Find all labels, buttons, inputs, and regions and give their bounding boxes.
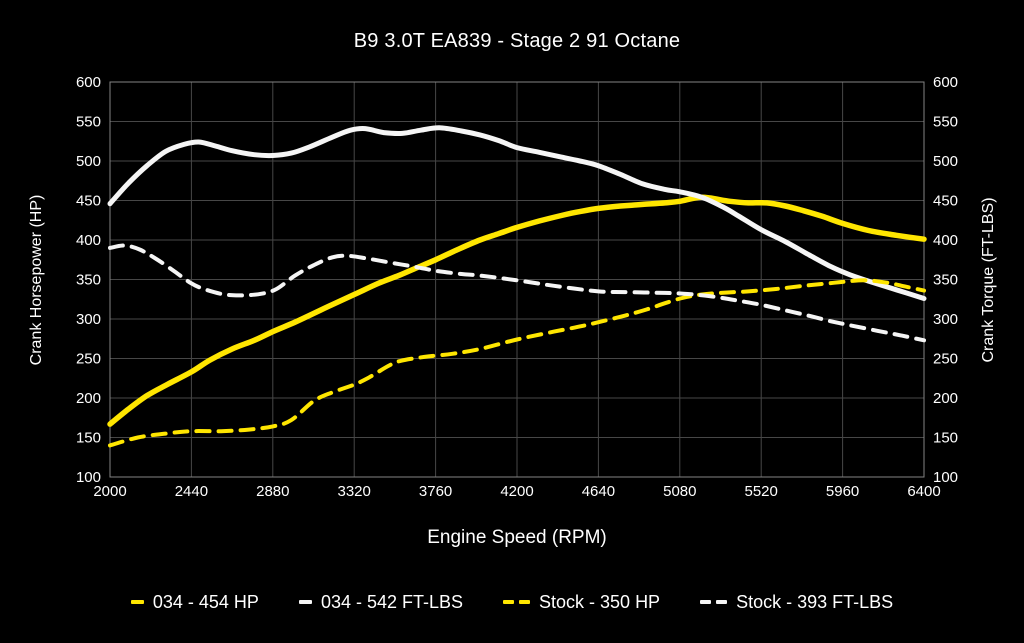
legend-item: Stock - 393 FT-LBS <box>700 592 893 613</box>
legend-item: 034 - 454 HP <box>130 591 259 613</box>
right-tick-label: 500 <box>933 153 958 170</box>
left-tick-label: 300 <box>76 311 101 328</box>
left-axis-title: Crank Horsepower (HP) <box>28 194 45 366</box>
plot-border <box>109 81 925 478</box>
left-tick-label: 150 <box>76 430 101 447</box>
left-tick-label: 550 <box>76 114 101 131</box>
right-tick-label: 300 <box>933 311 958 328</box>
left-tick-label: 600 <box>76 74 101 91</box>
right-axis-title: Crank Torque (FT-LBS) <box>980 197 997 363</box>
x-tick-label: 6400 <box>907 483 940 500</box>
curve-034-hp <box>107 194 927 427</box>
left-tick-label: 400 <box>76 232 101 249</box>
right-tick-label: 150 <box>933 430 958 447</box>
left-tick-label: 100 <box>76 469 101 486</box>
right-tick-label: 400 <box>933 232 958 249</box>
legend-label: Stock - 350 HP <box>539 591 661 612</box>
legend-item: Stock - 350 HP <box>503 592 660 613</box>
curve-034-torque <box>107 125 927 301</box>
x-tick-label: 2000 <box>93 483 126 500</box>
dashed-line-swatch <box>700 600 728 604</box>
right-tick-label: 550 <box>933 114 958 131</box>
x-tick-label: 5520 <box>745 483 778 500</box>
left-tick-label: 450 <box>76 193 101 210</box>
legend-item: 034 - 542 FT-LBS <box>298 591 464 613</box>
right-tick-label: 250 <box>933 351 958 368</box>
dashed-line-swatch <box>503 600 531 604</box>
curve-stock-hp <box>108 278 926 448</box>
x-axis-tick-labels: 2000 2440 2880 3320 3760 4200 4640 5080 5520 5960… <box>93 483 940 500</box>
legend-label: 034 - 454 HP <box>152 591 259 612</box>
x-tick-label: 5080 <box>663 483 696 500</box>
legend-label: 034 - 542 FT-LBS <box>320 591 464 612</box>
solid-line-swatch <box>298 600 312 604</box>
right-axis-tick-labels: 100 150 200 250 300 350 400 450 500 550 600 <box>933 74 958 486</box>
x-tick-label: 3320 <box>338 483 371 500</box>
legend: 034 - 454 HP 034 - 542 FT-LBS Stock - 350 … <box>0 588 1024 616</box>
legend-label: Stock - 393 FT-LBS <box>736 591 894 612</box>
x-tick-label: 4640 <box>582 483 615 500</box>
x-axis-title: Engine Speed (RPM) <box>427 527 607 548</box>
left-tick-label: 350 <box>76 272 101 289</box>
right-tick-label: 600 <box>933 74 958 91</box>
x-tick-label: 5960 <box>826 483 859 500</box>
curves <box>107 125 927 448</box>
right-tick-label: 200 <box>933 390 958 407</box>
left-tick-label: 200 <box>76 390 101 407</box>
x-tick-label: 3760 <box>419 483 452 500</box>
x-tick-label: 2440 <box>175 483 208 500</box>
left-tick-label: 250 <box>76 351 101 368</box>
right-tick-label: 450 <box>933 193 958 210</box>
x-tick-label: 2880 <box>256 483 289 500</box>
curve-stock-torque <box>108 243 926 343</box>
chart-title: B9 3.0T EA839 - Stage 2 91 Octane <box>353 30 681 52</box>
left-axis-tick-labels: 100 150 200 250 300 350 400 450 500 550 600 <box>76 74 101 486</box>
solid-line-swatch <box>130 600 144 604</box>
left-tick-label: 500 <box>76 153 101 170</box>
x-tick-label: 4200 <box>500 483 533 500</box>
right-tick-label: 100 <box>933 469 958 486</box>
right-tick-label: 350 <box>933 272 958 289</box>
